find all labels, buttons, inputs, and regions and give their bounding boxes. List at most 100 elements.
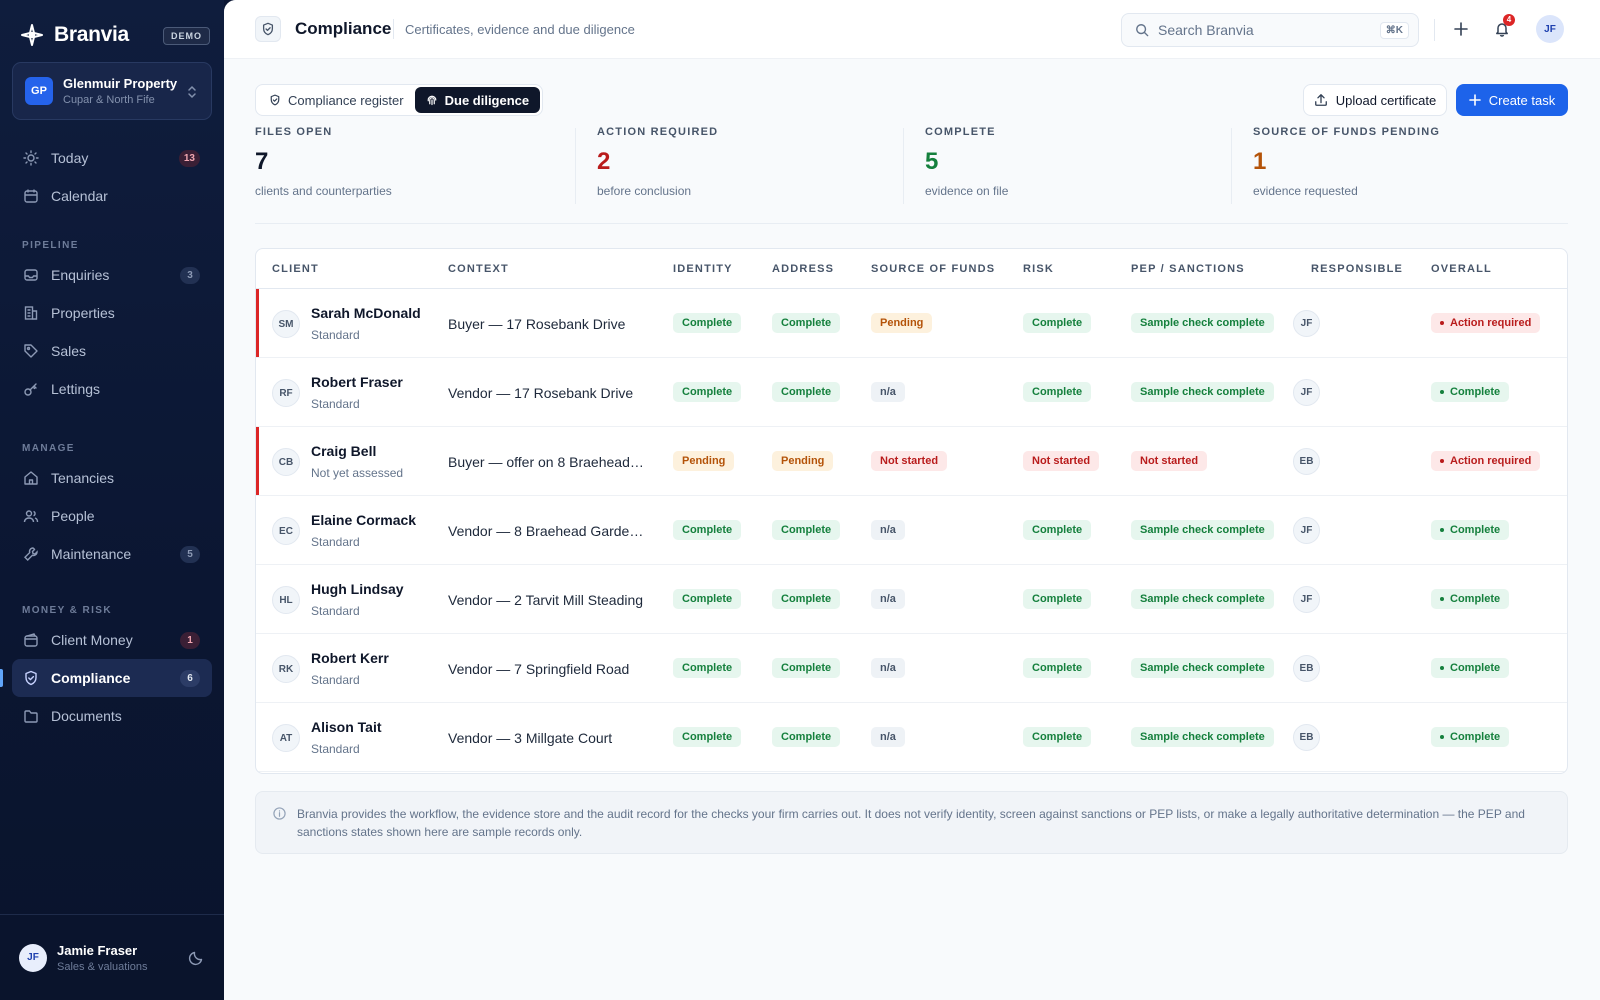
client-name[interactable]: Alison Tait xyxy=(311,719,382,735)
column-header[interactable]: SOURCE OF FUNDS xyxy=(871,263,996,275)
nav-item-label: Sales xyxy=(51,343,87,359)
search-box[interactable]: ⌘K xyxy=(1121,13,1419,47)
nav-item-label: Lettings xyxy=(51,381,101,397)
client-name[interactable]: Hugh Lindsay xyxy=(311,581,404,597)
nav-item-label: Documents xyxy=(51,708,122,724)
stat-label: COMPLETE xyxy=(925,126,996,138)
column-header[interactable]: ADDRESS xyxy=(772,263,835,275)
column-header[interactable]: CONTEXT xyxy=(448,263,509,275)
page-subtitle: Certificates, evidence and due diligence xyxy=(405,22,635,37)
nav-item-maintenance[interactable]: Maintenance 5 xyxy=(12,535,212,573)
client-avatar: RK xyxy=(272,655,300,683)
search-input[interactable] xyxy=(1158,22,1368,38)
nav-item-enquiries[interactable]: Enquiries 3 xyxy=(12,256,212,294)
add-button[interactable] xyxy=(1450,18,1472,40)
table-row[interactable]: RF Robert Fraser Standard Vendor — 17 Roseb… xyxy=(256,358,1567,427)
nav-item-sales[interactable]: Sales xyxy=(12,332,212,370)
disclaimer-text: Branvia provides the workflow, the evide… xyxy=(297,807,1525,839)
client-name[interactable]: Craig Bell xyxy=(311,443,377,459)
org-location: Cupar & North Fife xyxy=(63,94,155,106)
table-row[interactable]: EC Elaine Cormack Standard Vendor — 8 Braeh… xyxy=(256,496,1567,565)
nav-item-today[interactable]: Today 13 xyxy=(12,139,212,177)
client-name[interactable]: Elaine Cormack xyxy=(311,512,417,528)
responsible-avatar: JF xyxy=(1293,517,1320,544)
table-row[interactable]: SM Sarah McDonald Standard Buyer — 17 Roseb… xyxy=(256,289,1567,358)
table-row[interactable]: HL Hugh Lindsay Standard Vendor — 2 Tarvit … xyxy=(256,565,1567,634)
client-risk-tier: Standard xyxy=(311,742,360,756)
nav-item-compliance[interactable]: Compliance 6 xyxy=(0,659,212,697)
nav-item-calendar[interactable]: Calendar xyxy=(12,177,212,215)
disclaimer-notice: Branvia provides the workflow, the evide… xyxy=(255,791,1568,854)
nav-section-heading: MANAGE xyxy=(22,443,75,454)
tag-icon xyxy=(24,344,38,358)
column-header[interactable]: RISK xyxy=(1023,263,1055,275)
notification-count: 4 xyxy=(1503,14,1515,26)
table-row[interactable]: AT Alison Tait Standard Vendor — 3 Millgate… xyxy=(256,703,1567,772)
user-profile[interactable]: JF Jamie Fraser Sales & valuations xyxy=(0,914,224,1000)
column-header[interactable]: PEP / SANCTIONS xyxy=(1131,263,1245,275)
responsible-avatar: JF xyxy=(1293,379,1320,406)
nav-item-label: Maintenance xyxy=(51,546,132,562)
client-context: Buyer — offer on 8 Braehead Gardens xyxy=(448,454,644,470)
address-status: Pending xyxy=(772,451,834,471)
notifications-button[interactable]: 4 xyxy=(1491,14,1515,40)
create-task-button[interactable]: Create task xyxy=(1456,84,1568,116)
active-indicator xyxy=(0,669,3,687)
nav-item-client-money[interactable]: Client Money 1 xyxy=(12,621,212,659)
main-content: Compliance Certificates, evidence and du… xyxy=(224,0,1600,1000)
demo-badge: DEMO xyxy=(163,27,210,45)
nav-count-badge: 13 xyxy=(178,150,200,167)
divider xyxy=(393,19,394,39)
pep-sanctions-status: Sample check complete xyxy=(1131,658,1274,678)
client-avatar: RF xyxy=(272,379,300,407)
pep-sanctions-status: Sample check complete xyxy=(1131,382,1274,402)
nav-pipeline: PIPELINE Enquiries 3 Properties Sales Le… xyxy=(12,236,212,408)
column-header[interactable]: RESPONSIBLE xyxy=(1311,263,1404,275)
column-header[interactable]: CLIENT xyxy=(272,263,319,275)
shield-check-icon xyxy=(270,94,280,106)
stat-caption: clients and counterparties xyxy=(255,184,392,198)
avatar[interactable]: JF xyxy=(1536,15,1564,43)
column-header[interactable]: IDENTITY xyxy=(673,263,733,275)
identity-status: Complete xyxy=(673,520,742,540)
identity-status: Complete xyxy=(673,727,742,747)
client-name[interactable]: Sarah McDonald xyxy=(311,305,421,321)
stat-value: 2 xyxy=(597,148,611,175)
stat-sof-pending: SOURCE OF FUNDS PENDING 1 evidence reque… xyxy=(1253,126,1440,204)
client-context: Vendor — 17 Rosebank Drive xyxy=(448,385,634,401)
stat-complete: COMPLETE 5 evidence on file xyxy=(925,126,1008,204)
nav-count-badge: 6 xyxy=(180,670,200,687)
tab-due-diligence[interactable]: Due diligence xyxy=(414,87,541,113)
stat-value: 1 xyxy=(1253,148,1267,175)
nav-count-badge: 5 xyxy=(180,546,200,563)
nav-item-tenancies[interactable]: Tenancies xyxy=(12,459,212,497)
nav-item-label: Compliance xyxy=(51,670,131,686)
sun-icon xyxy=(23,150,39,166)
nav-item-label: Properties xyxy=(51,305,115,321)
nav-item-lettings[interactable]: Lettings xyxy=(12,370,212,408)
nav-item-properties[interactable]: Properties xyxy=(12,294,212,332)
moon-icon[interactable] xyxy=(188,950,204,966)
tab-compliance-register[interactable]: Compliance register xyxy=(258,87,415,113)
stat-files-open: FILES OPEN 7 clients and counterparties xyxy=(255,126,392,204)
address-status: Complete xyxy=(772,589,841,609)
column-header[interactable]: OVERALL xyxy=(1431,263,1492,275)
client-risk-tier: Standard xyxy=(311,604,360,618)
brand[interactable]: Branvia DEMO xyxy=(20,20,210,50)
org-avatar: GP xyxy=(25,77,53,105)
identity-status: Complete xyxy=(673,382,742,402)
risk-status: Complete xyxy=(1023,727,1092,747)
page-title: Compliance xyxy=(295,19,392,38)
org-switcher[interactable]: GP Glenmuir Property Cupar & North Fife xyxy=(12,62,212,120)
client-context: Vendor — 2 Tarvit Mill Steading xyxy=(448,592,644,608)
nav-item-people[interactable]: People xyxy=(12,497,212,535)
table-row[interactable]: CB Craig Bell Not yet assessed Buyer — offe… xyxy=(256,427,1567,496)
nav-item-documents[interactable]: Documents xyxy=(12,697,212,735)
stat-label: SOURCE OF FUNDS PENDING xyxy=(1253,126,1441,138)
due-diligence-table: CLIENT CONTEXT IDENTITY ADDRESS SOURCE O… xyxy=(255,248,1568,774)
client-name[interactable]: Robert Fraser xyxy=(311,374,403,390)
client-name[interactable]: Robert Kerr xyxy=(311,650,389,666)
table-row[interactable]: RK Robert Kerr Standard Vendor — 7 Springfi… xyxy=(256,634,1567,703)
upload-certificate-button[interactable]: Upload certificate xyxy=(1303,84,1447,116)
client-avatar: EC xyxy=(272,517,300,545)
